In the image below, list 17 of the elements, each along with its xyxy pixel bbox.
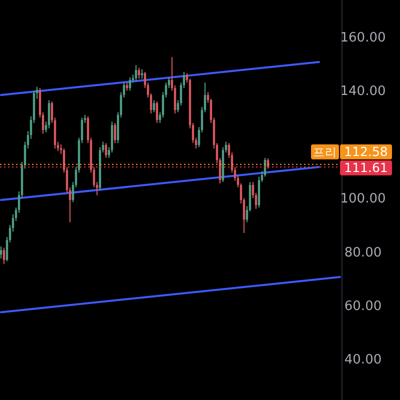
candlestick bbox=[156, 100, 158, 124]
ref-line-label: 111.61 bbox=[344, 160, 388, 175]
candlestick bbox=[128, 76, 132, 92]
candlestick bbox=[114, 122, 116, 144]
y-tick-label: 140.00 bbox=[340, 84, 386, 100]
y-tick-label: 40.00 bbox=[344, 352, 382, 368]
candlestick bbox=[2, 247, 6, 264]
y-tick-label: 80.00 bbox=[344, 245, 382, 260]
annotation: 프리 bbox=[313, 144, 337, 159]
candlestick bbox=[134, 64, 138, 82]
legend-label: 112.58 bbox=[344, 144, 388, 159]
y-tick-label: 100.00 bbox=[340, 192, 386, 207]
candlestick bbox=[152, 100, 156, 113]
y-tick-label: 60.00 bbox=[344, 299, 382, 314]
y-tick-label: 160.00 bbox=[340, 30, 386, 46]
candlestick bbox=[0, 246, 2, 260]
candlestick bbox=[48, 100, 50, 129]
